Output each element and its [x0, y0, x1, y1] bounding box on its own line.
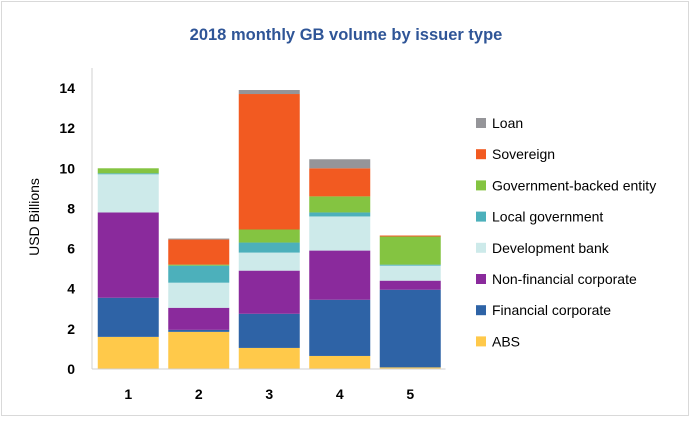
x-tick-label: 2 [195, 386, 203, 402]
y-tick-label: 2 [67, 321, 75, 337]
bar-segment [309, 168, 371, 197]
bar-segment [168, 239, 230, 265]
bar-segment [238, 270, 300, 314]
bar-segment [168, 238, 230, 240]
bar-segment [379, 235, 441, 237]
y-tick-label: 4 [67, 281, 75, 297]
bar-segment [238, 94, 300, 230]
legend-swatch [476, 274, 486, 284]
bar-segment [379, 289, 441, 368]
legend-swatch [476, 336, 486, 347]
legend-swatch [476, 211, 486, 222]
bar-segment [309, 355, 371, 369]
legend-label: Government-backed entity [492, 177, 656, 193]
bar-segment [379, 367, 441, 369]
bar-segment [97, 168, 159, 174]
bar-segment [379, 264, 441, 266]
bar-segment [238, 229, 300, 243]
bar-segment [238, 347, 300, 369]
bar-segment [309, 196, 371, 213]
bar-segment [168, 282, 230, 308]
bar-segment [168, 264, 230, 266]
bar-segment [238, 242, 300, 253]
bar-segment [309, 212, 371, 217]
legend: Loan Sovereign Government-backed entity Loc… [476, 115, 656, 349]
bar-segment [168, 307, 230, 330]
legend-label: Financial corporate [492, 302, 611, 318]
x-tick-label: 4 [336, 386, 344, 402]
chart-title: 2018 monthly GB volume by issuer type [190, 26, 503, 44]
y-axis-label: USD Billions [26, 178, 42, 256]
bar-segment [238, 313, 300, 348]
legend-label: Non-financial corporate [492, 271, 637, 287]
legend-swatch [476, 118, 486, 128]
stacked-bar-chart: 2018 monthly GB volume by issuer type US… [26, 26, 656, 402]
y-tick-label: 8 [67, 200, 75, 216]
bar-segment [168, 265, 230, 283]
bar-segment [309, 159, 371, 169]
bar-segment [238, 252, 300, 271]
bar-segment [309, 299, 371, 356]
y-tick-label: 0 [67, 361, 75, 377]
bar-segment [97, 173, 159, 175]
bar-segment [97, 212, 159, 298]
y-tick-label: 12 [59, 120, 75, 136]
bar-segment [309, 250, 371, 300]
bar-segment [309, 216, 371, 251]
bar-segment [168, 331, 230, 369]
bar-segment [379, 236, 441, 265]
legend-swatch [476, 180, 486, 191]
legend-label: Development bank [492, 240, 610, 256]
bar-segment [379, 280, 441, 290]
bar-segment [97, 174, 159, 213]
legend-swatch [476, 149, 486, 160]
chart-frame: 2018 monthly GB volume by issuer type US… [1, 1, 689, 416]
x-tick-label: 1 [124, 386, 132, 402]
legend-label: Loan [492, 115, 523, 131]
bar-segment [97, 336, 159, 369]
legend-label: Sovereign [492, 146, 555, 162]
legend-label: ABS [492, 333, 520, 349]
legend-swatch [476, 305, 486, 316]
y-tick-label: 6 [67, 241, 75, 257]
bar-segment [379, 265, 441, 281]
y-tick-label: 14 [59, 80, 75, 96]
y-tick-label: 10 [59, 160, 75, 176]
bar-segment [168, 329, 230, 332]
legend-label: Local government [492, 209, 603, 225]
x-tick-label: 5 [406, 386, 414, 402]
legend-swatch [476, 242, 486, 253]
bar-segment [238, 90, 300, 95]
bar-segment [97, 297, 159, 337]
x-tick-label: 3 [265, 386, 273, 402]
